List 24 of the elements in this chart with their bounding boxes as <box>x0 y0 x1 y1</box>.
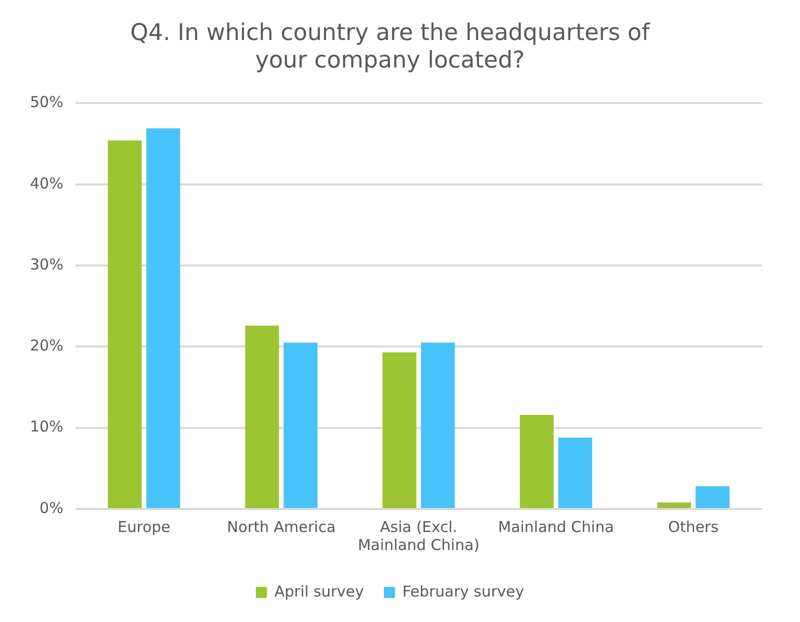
bar <box>520 414 554 508</box>
bar <box>382 352 416 508</box>
bar <box>696 486 730 508</box>
y-tick-label: 20% <box>30 336 64 355</box>
x-tick-label: Others <box>668 518 719 536</box>
y-tick-label: 30% <box>30 255 64 274</box>
x-tick-label: North America <box>227 518 336 536</box>
legend-label: February survey <box>402 582 524 600</box>
y-tick-label: 40% <box>30 174 64 192</box>
x-tick-label: Asia (Excl. Mainland China) <box>358 518 480 554</box>
legend-label: April survey <box>274 582 364 600</box>
bar <box>245 326 280 508</box>
bar <box>108 140 142 508</box>
y-tick-label: 0% <box>40 498 64 517</box>
chart-title: Q4. In which country are the headquarters of your company located? <box>130 20 651 74</box>
bar <box>146 128 180 508</box>
bar <box>558 438 592 508</box>
bar <box>420 342 455 508</box>
x-tick-label: Europe <box>118 518 170 536</box>
x-tick-label: Mainland China <box>498 518 614 536</box>
y-tick-label: 10% <box>30 418 64 436</box>
y-tick-label: 50% <box>30 93 64 112</box>
bar <box>657 502 692 508</box>
bar <box>284 342 318 508</box>
